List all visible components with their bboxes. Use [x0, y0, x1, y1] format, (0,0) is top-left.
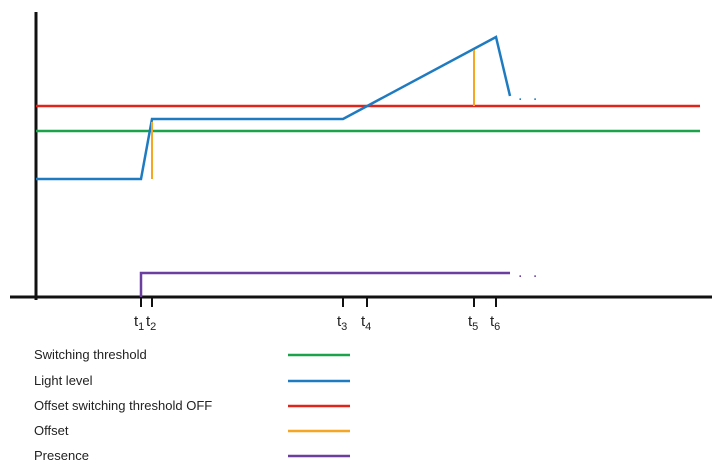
tick-label-t5: t5	[468, 313, 478, 333]
legend-label-offset: Offset	[34, 423, 69, 438]
tick-label-t2: t2	[146, 313, 156, 333]
tick-label-t1: t1	[134, 313, 144, 333]
legend-label-offset-switching-threshold-off: Offset switching threshold OFF	[34, 398, 212, 413]
legend-label-light-level: Light level	[34, 373, 93, 388]
light-level-ellipsis: . .	[518, 87, 540, 104]
presence-line	[139, 271, 510, 297]
tick-label-t4: t4	[361, 313, 371, 333]
presence-ellipsis: . .	[518, 264, 540, 281]
legend: Switching threshold Light level Offset s…	[34, 347, 350, 463]
tick-label-t6: t6	[490, 313, 500, 333]
legend-label-presence: Presence	[34, 448, 89, 463]
legend-label-switching-threshold: Switching threshold	[34, 347, 147, 362]
tick-label-t3: t3	[337, 313, 347, 333]
x-ticks	[140, 297, 497, 307]
light-level-line	[36, 35, 512, 181]
